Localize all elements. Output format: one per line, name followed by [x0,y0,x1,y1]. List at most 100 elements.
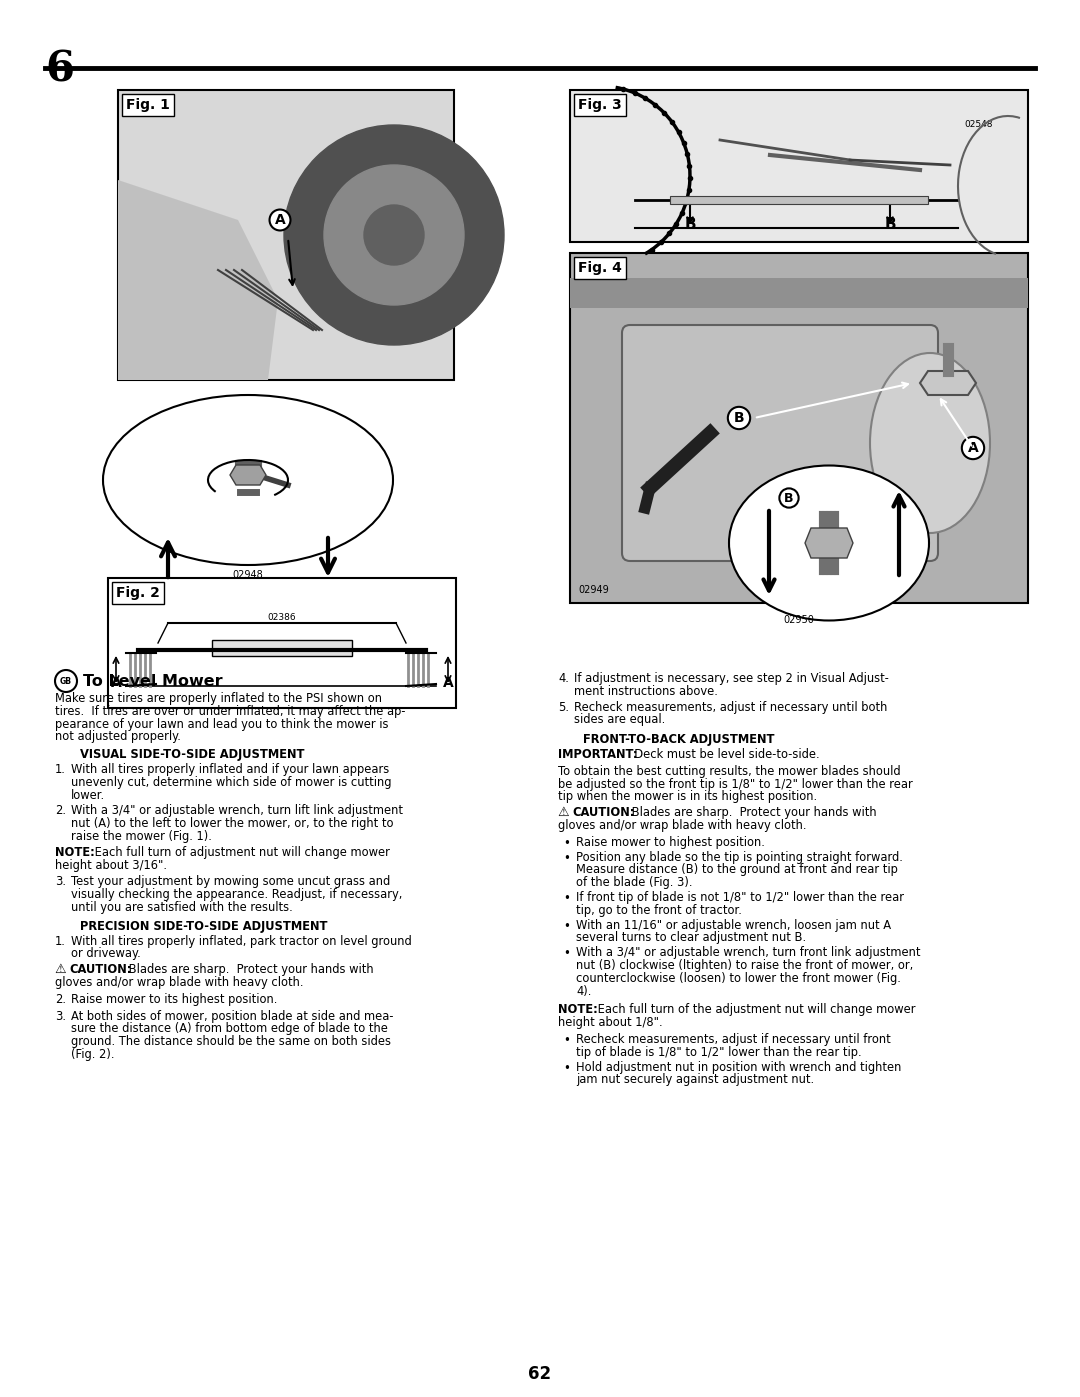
Text: not adjusted properly.: not adjusted properly. [55,731,180,743]
Text: gloves and/or wrap blade with heavy cloth.: gloves and/or wrap blade with heavy clot… [55,977,303,989]
Polygon shape [805,528,853,557]
Circle shape [284,124,504,345]
Text: A: A [968,441,978,455]
Text: With a 3/4" or adjustable wrench, turn front link adjustment: With a 3/4" or adjustable wrench, turn f… [576,946,920,960]
Text: 62: 62 [528,1365,552,1383]
Text: To Level Mower: To Level Mower [83,673,222,689]
Text: 3.: 3. [55,876,66,888]
Text: 6: 6 [45,47,75,89]
Text: Each full turn of the adjustment nut will change mower: Each full turn of the adjustment nut wil… [594,1003,916,1017]
Text: B: B [784,492,794,504]
Text: or driveway.: or driveway. [71,947,140,960]
Text: To obtain the best cutting results, the mower blades should: To obtain the best cutting results, the … [558,764,901,778]
Text: of the blade (Fig. 3).: of the blade (Fig. 3). [576,876,692,890]
Text: If front tip of blade is not 1/8" to 1/2" lower than the rear: If front tip of blade is not 1/8" to 1/2… [576,891,904,904]
Text: tip when the mower is in its highest position.: tip when the mower is in its highest pos… [558,791,818,803]
Text: Blades are sharp.  Protect your hands with: Blades are sharp. Protect your hands wit… [125,963,374,977]
Text: •: • [563,837,570,849]
Text: 02948: 02948 [232,570,264,580]
Text: several turns to clear adjustment nut B.: several turns to clear adjustment nut B. [576,932,806,944]
FancyBboxPatch shape [212,640,352,657]
Text: tires.  If tires are over or under inflated, it may affect the ap-: tires. If tires are over or under inflat… [55,705,405,718]
Text: height about 1/8".: height about 1/8". [558,1016,663,1030]
Text: 02950: 02950 [784,615,814,624]
Text: Recheck measurements, adjust if necessary until both: Recheck measurements, adjust if necessar… [573,701,888,714]
Text: 02386: 02386 [268,613,296,622]
Circle shape [324,165,464,305]
Text: 2.: 2. [55,993,66,1006]
Text: 2.: 2. [55,805,66,817]
Text: Recheck measurements, adjust if necessary until front: Recheck measurements, adjust if necessar… [576,1032,891,1046]
Text: unevenly cut, determine which side of mower is cutting: unevenly cut, determine which side of mo… [71,775,391,789]
Text: B: B [685,217,696,232]
Text: tip, go to the front of tractor.: tip, go to the front of tractor. [576,904,742,916]
Text: visually checking the appearance. Readjust, if necessary,: visually checking the appearance. Readju… [71,888,403,901]
Text: With an 11/16" or adjustable wrench, loosen jam nut A: With an 11/16" or adjustable wrench, loo… [576,919,891,932]
Text: CAUTION:: CAUTION: [572,806,634,819]
Text: jam nut securely against adjustment nut.: jam nut securely against adjustment nut. [576,1073,814,1087]
Text: 4).: 4). [576,985,592,997]
Text: FRONT-TO-BACK ADJUSTMENT: FRONT-TO-BACK ADJUSTMENT [583,733,774,746]
Text: until you are satisfied with the results.: until you are satisfied with the results… [71,901,293,914]
Text: ment instructions above.: ment instructions above. [573,685,718,697]
Text: ⚠: ⚠ [55,963,70,977]
Text: If adjustment is necessary, see step 2 in Visual Adjust-: If adjustment is necessary, see step 2 i… [573,672,889,685]
Polygon shape [230,465,266,485]
Text: gloves and/or wrap blade with heavy cloth.: gloves and/or wrap blade with heavy clot… [558,819,807,833]
Text: A: A [443,676,454,690]
Text: ⚠: ⚠ [558,806,573,819]
Text: 4.: 4. [558,672,569,685]
Text: 02949: 02949 [578,585,609,595]
Text: Fig. 3: Fig. 3 [578,98,622,112]
Text: 1.: 1. [55,763,66,775]
Text: Test your adjustment by mowing some uncut grass and: Test your adjustment by mowing some uncu… [71,876,390,888]
Text: A: A [274,212,285,226]
Text: At both sides of mower, position blade at side and mea-: At both sides of mower, position blade a… [71,1010,393,1023]
Text: counterclockwise (loosen) to lower the front mower (Fig.: counterclockwise (loosen) to lower the f… [576,972,901,985]
Text: nut (A) to the left to lower the mower, or, to the right to: nut (A) to the left to lower the mower, … [71,817,393,830]
Text: Measure distance (B) to the ground at front and rear tip: Measure distance (B) to the ground at fr… [576,863,897,876]
Text: VISUAL SIDE-TO-SIDE ADJUSTMENT: VISUAL SIDE-TO-SIDE ADJUSTMENT [80,749,305,761]
Text: Each full turn of adjustment nut will change mower: Each full turn of adjustment nut will ch… [91,845,390,859]
Text: •: • [563,1034,570,1046]
FancyBboxPatch shape [670,196,928,204]
Text: •: • [563,1062,570,1074]
Text: nut (B) clockwise (ltighten) to raise the front of mower, or,: nut (B) clockwise (ltighten) to raise th… [576,958,914,972]
Text: Blades are sharp.  Protect your hands with: Blades are sharp. Protect your hands wit… [627,806,877,819]
Text: lower.: lower. [71,788,105,802]
Text: ground. The distance should be the same on both sides: ground. The distance should be the same … [71,1035,391,1048]
Text: sides are equal.: sides are equal. [573,714,665,726]
Text: 5.: 5. [558,701,569,714]
Text: 3.: 3. [55,1010,66,1023]
Circle shape [55,671,77,692]
Text: A: A [110,676,121,690]
Text: •: • [563,852,570,865]
Text: B: B [733,411,744,425]
Polygon shape [920,372,976,395]
Circle shape [364,205,424,265]
Text: Fig. 1: Fig. 1 [126,98,170,112]
Text: Raise mower to highest position.: Raise mower to highest position. [576,835,765,849]
Text: Position any blade so the tip is pointing straight forward.: Position any blade so the tip is pointin… [576,851,903,863]
Text: CAUTION:: CAUTION: [69,963,132,977]
Text: 02548: 02548 [964,120,993,129]
Text: height about 3/16".: height about 3/16". [55,859,167,872]
Text: Raise mower to its highest position.: Raise mower to its highest position. [71,993,278,1006]
FancyBboxPatch shape [622,326,939,562]
Text: be adjusted so the front tip is 1/8" to 1/2" lower than the rear: be adjusted so the front tip is 1/8" to … [558,778,913,791]
Text: IMPORTANT:: IMPORTANT: [558,747,637,761]
FancyBboxPatch shape [570,253,1028,604]
FancyBboxPatch shape [108,578,456,708]
Text: GB: GB [60,676,72,686]
Text: Make sure tires are properly inflated to the PSI shown on: Make sure tires are properly inflated to… [55,692,382,705]
Text: raise the mower (Fig. 1).: raise the mower (Fig. 1). [71,830,212,842]
Text: •: • [563,919,570,933]
Text: tip of blade is 1/8" to 1/2" lower than the rear tip.: tip of blade is 1/8" to 1/2" lower than … [576,1046,862,1059]
Text: With a 3/4" or adjustable wrench, turn lift link adjustment: With a 3/4" or adjustable wrench, turn l… [71,805,403,817]
Text: Hold adjustment nut in position with wrench and tighten: Hold adjustment nut in position with wre… [576,1060,902,1074]
Text: •: • [563,947,570,960]
Text: •: • [563,893,570,905]
Text: Fig. 4: Fig. 4 [578,261,622,275]
Ellipse shape [103,395,393,564]
Text: B: B [885,217,895,232]
